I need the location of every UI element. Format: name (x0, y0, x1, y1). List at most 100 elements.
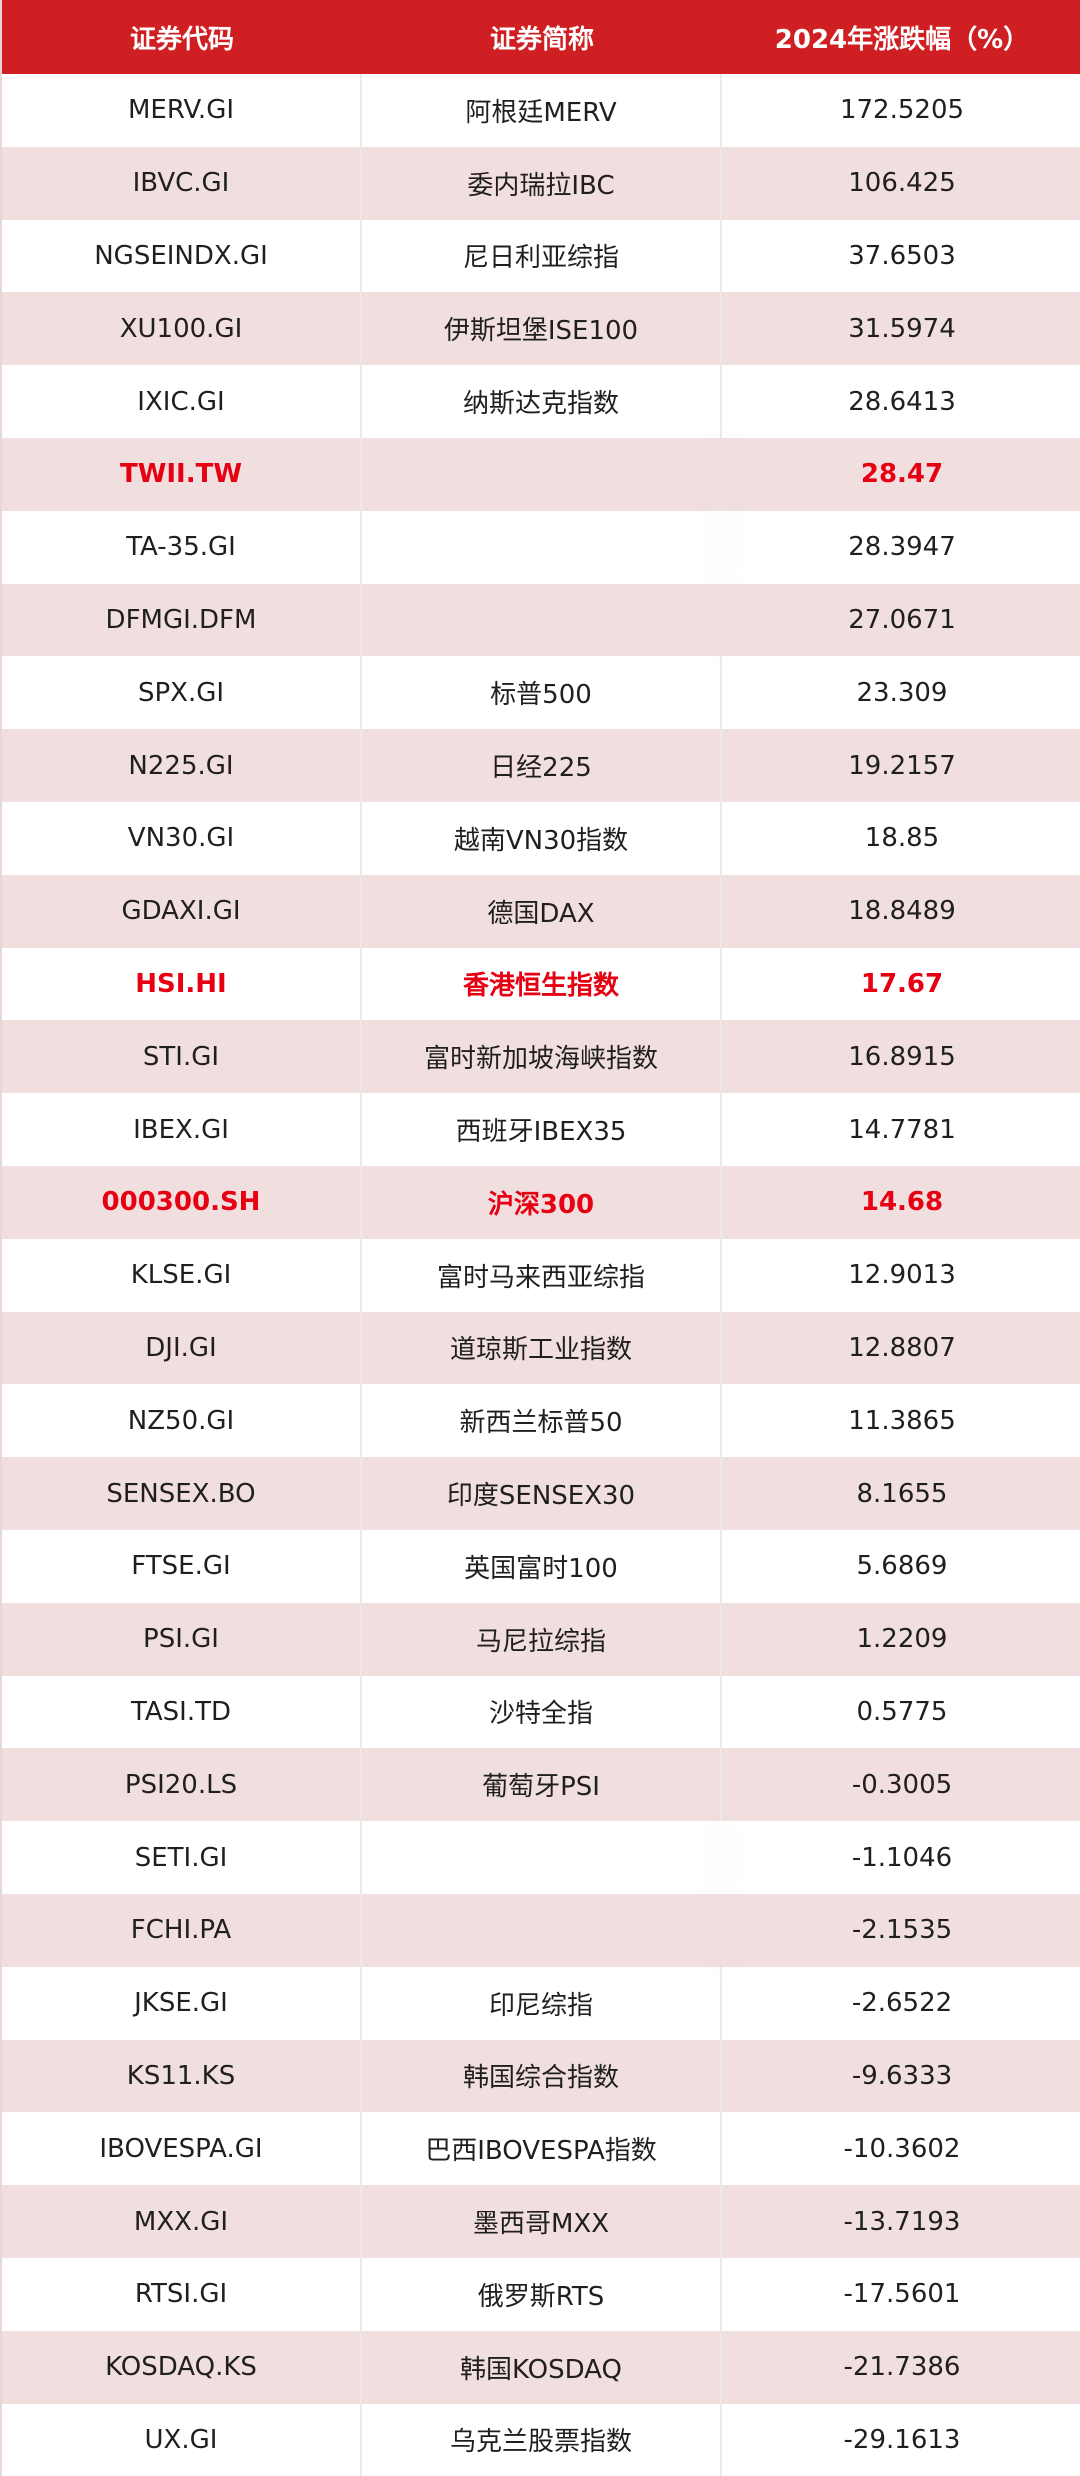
security-code-cell: GDAXI.GI (2, 875, 362, 948)
table-row: DFMGI.DFM 27.0671 (2, 584, 1080, 657)
change-2024-cell: 23.309 (722, 656, 1080, 729)
security-code-cell: PSI.GI (2, 1603, 362, 1676)
security-name-cell: 富时马来西亚综指 (362, 1239, 722, 1312)
change-2024-cell: 172.5205 (722, 74, 1080, 147)
security-name-cell: 马尼拉综指 (362, 1603, 722, 1676)
security-code-cell: KOSDAQ.KS (2, 2331, 362, 2404)
change-2024-cell: 18.85 (722, 802, 1080, 875)
change-2024-cell: -10.3602 (722, 2112, 1080, 2185)
security-code-cell: MERV.GI (2, 74, 362, 147)
security-code-cell: FTSE.GI (2, 1530, 362, 1603)
security-code-cell: KLSE.GI (2, 1239, 362, 1312)
security-code-cell: XU100.GI (2, 292, 362, 365)
header-security-code: 证券代码 (2, 0, 362, 74)
security-name-cell: 西班牙IBEX35 (362, 1093, 722, 1166)
security-name-cell: 日经225 (362, 729, 722, 802)
change-2024-cell: 28.6413 (722, 365, 1080, 438)
change-2024-cell: 19.2157 (722, 729, 1080, 802)
security-name-cell (362, 1821, 722, 1894)
security-code-cell: TWII.TW (2, 438, 362, 511)
change-2024-cell: 14.68 (722, 1166, 1080, 1239)
change-2024-cell: -0.3005 (722, 1748, 1080, 1821)
security-code-cell: SPX.GI (2, 656, 362, 729)
change-2024-cell: 16.8915 (722, 1020, 1080, 1093)
change-2024-cell: -29.1613 (722, 2404, 1080, 2476)
security-code-cell: 000300.SH (2, 1166, 362, 1239)
security-name-cell: 纳斯达克指数 (362, 365, 722, 438)
security-code-cell: N225.GI (2, 729, 362, 802)
change-2024-cell: 106.425 (722, 147, 1080, 220)
security-name-cell (362, 511, 722, 584)
change-2024-cell: 18.8489 (722, 875, 1080, 948)
change-2024-cell: 28.47 (722, 438, 1080, 511)
security-code-cell: RTSI.GI (2, 2258, 362, 2331)
security-code-cell: NGSEINDX.GI (2, 220, 362, 293)
change-2024-cell: 27.0671 (722, 584, 1080, 657)
security-name-cell: 印度SENSEX30 (362, 1457, 722, 1530)
security-name-cell: 道琼斯工业指数 (362, 1312, 722, 1385)
change-2024-cell: 17.67 (722, 948, 1080, 1021)
table-header: 证券代码 证券简称 2024年涨跌幅（%） (2, 0, 1080, 74)
header-security-name: 证券简称 (362, 0, 722, 74)
security-code-cell: IBOVESPA.GI (2, 2112, 362, 2185)
security-code-cell: PSI20.LS (2, 1748, 362, 1821)
change-2024-cell: 0.5775 (722, 1676, 1080, 1749)
header-2024-change: 2024年涨跌幅（%） (722, 0, 1080, 74)
table-row: FCHI.PA-2.1535 (2, 1894, 1080, 1967)
security-name-cell: 德国DAX (362, 875, 722, 948)
security-code-cell: HSI.HI (2, 948, 362, 1021)
security-code-cell: IXIC.GI (2, 365, 362, 438)
security-code-cell: FCHI.PA (2, 1894, 362, 1967)
security-name-cell (362, 438, 722, 511)
security-name-cell: 巴西IBOVESPA指数 (362, 2112, 722, 2185)
security-name-cell: 印尼综指 (362, 1967, 722, 2040)
security-code-cell: DFMGI.DFM (2, 584, 362, 657)
security-code-cell: TA-35.GI (2, 511, 362, 584)
security-name-cell (362, 1894, 722, 1967)
security-code-cell: VN30.GI (2, 802, 362, 875)
security-code-cell: UX.GI (2, 2404, 362, 2476)
change-2024-cell: 5.6869 (722, 1530, 1080, 1603)
change-2024-cell: -13.7193 (722, 2185, 1080, 2258)
security-name-cell: 乌克兰股票指数 (362, 2404, 722, 2476)
security-name-cell: 标普500 (362, 656, 722, 729)
change-2024-cell: 8.1655 (722, 1457, 1080, 1530)
change-2024-cell: 12.9013 (722, 1239, 1080, 1312)
security-name-cell: 新西兰标普50 (362, 1384, 722, 1457)
security-code-cell: TASI.TD (2, 1676, 362, 1749)
change-2024-cell: 14.7781 (722, 1093, 1080, 1166)
security-name-cell: 越南VN30指数 (362, 802, 722, 875)
security-code-cell: IBVC.GI (2, 147, 362, 220)
change-2024-cell: -1.1046 (722, 1821, 1080, 1894)
change-2024-cell: -2.6522 (722, 1967, 1080, 2040)
security-name-cell: 韩国综合指数 (362, 2040, 722, 2113)
security-code-cell: SETI.GI (2, 1821, 362, 1894)
change-2024-cell: -21.7386 (722, 2331, 1080, 2404)
security-name-cell: 阿根廷MERV (362, 74, 722, 147)
security-code-cell: IBEX.GI (2, 1093, 362, 1166)
security-name-cell (362, 584, 722, 657)
security-name-cell: 俄罗斯RTS (362, 2258, 722, 2331)
